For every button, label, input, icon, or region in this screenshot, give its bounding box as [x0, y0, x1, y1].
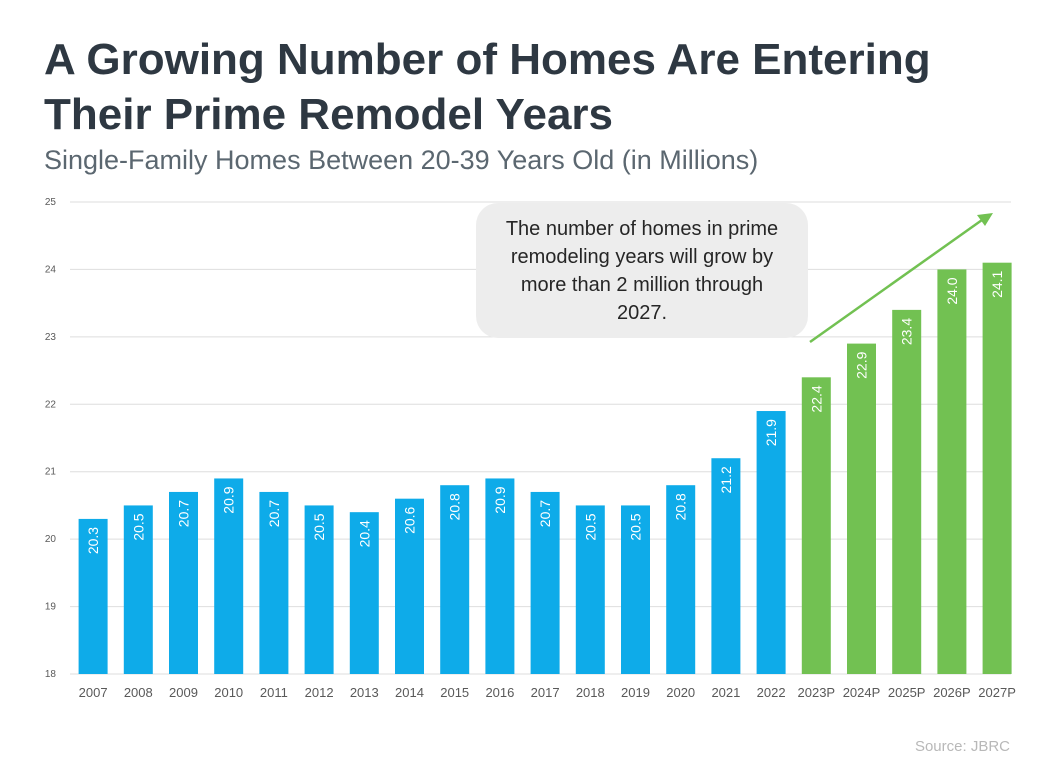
x-tick-label: 2019: [621, 685, 650, 700]
bar: [304, 505, 334, 674]
bar-value-label: 20.5: [130, 513, 146, 540]
y-tick-label: 21: [45, 467, 57, 478]
y-tick-label: 22: [45, 399, 57, 410]
bar-value-label: 20.5: [628, 513, 644, 540]
y-tick-label: 20: [45, 534, 57, 545]
bar-value-label: 24.1: [989, 270, 1005, 297]
bar-value-label: 20.3: [85, 527, 101, 554]
bar-value-label: 22.9: [854, 351, 870, 378]
bar: [78, 518, 108, 674]
x-tick-label: 2008: [124, 685, 153, 700]
bar: [892, 309, 922, 674]
bar: [575, 505, 605, 674]
y-tick-label: 18: [45, 669, 57, 680]
bar: [621, 505, 650, 674]
bar-value-label: 20.7: [537, 500, 553, 527]
bar: [801, 377, 831, 674]
bar: [259, 491, 289, 674]
x-tick-label: 2023P: [798, 685, 836, 700]
bar: [440, 485, 470, 674]
x-tick-label: 2009: [169, 685, 198, 700]
x-tick-label: 2010: [214, 685, 243, 700]
bar-value-label: 20.9: [221, 486, 237, 513]
bar: [485, 478, 515, 674]
bar-value-label: 24.0: [944, 277, 960, 304]
x-tick-label: 2022: [757, 685, 786, 700]
x-tick-label: 2020: [666, 685, 695, 700]
y-tick-label: 23: [45, 332, 57, 343]
bar: [123, 505, 153, 674]
bar-value-label: 20.4: [356, 520, 372, 547]
bar-value-label: 20.7: [266, 500, 282, 527]
bar-value-label: 20.5: [311, 513, 327, 540]
bar-value-label: 20.8: [447, 493, 463, 520]
x-tick-label: 2025P: [888, 685, 926, 700]
x-tick-label: 2017: [531, 685, 560, 700]
bar: [395, 498, 424, 674]
bar: [711, 458, 741, 674]
x-tick-label: 2013: [350, 685, 379, 700]
bar-value-label: 20.5: [582, 513, 598, 540]
bar-value-label: 20.6: [402, 506, 418, 533]
bar: [530, 491, 560, 674]
trend-arrow-head: [977, 213, 993, 226]
bar: [847, 343, 876, 674]
bar-value-label: 23.4: [899, 318, 915, 345]
x-tick-label: 2021: [711, 685, 740, 700]
trend-arrow-line: [809, 218, 983, 344]
callout-box: The number of homes in prime remodeling …: [476, 203, 808, 338]
bar-value-label: 20.8: [673, 493, 689, 520]
bar: [169, 491, 198, 674]
y-tick-label: 24: [45, 264, 57, 275]
bar: [666, 485, 696, 674]
bar-value-label: 22.4: [808, 385, 824, 412]
x-tick-label: 2026P: [933, 685, 971, 700]
source-note: Source: JBRC: [914, 738, 1010, 755]
chart-subtitle: Single-Family Homes Between 20-39 Years …: [44, 145, 759, 175]
x-tick-label: 2012: [305, 685, 334, 700]
y-tick-label: 25: [45, 197, 57, 208]
bar-value-label: 21.9: [763, 419, 779, 446]
bar-value-label: 21.2: [718, 466, 734, 493]
bar: [756, 411, 786, 674]
x-tick-label: 2027P: [978, 685, 1016, 700]
y-tick-label: 19: [45, 602, 57, 613]
x-tick-label: 2011: [260, 685, 288, 700]
bar: [214, 478, 244, 674]
bar-value-label: 20.9: [492, 486, 508, 513]
bar: [349, 512, 379, 674]
x-tick-label: 2024P: [843, 685, 881, 700]
chart-title: A Growing Number of Homes Are Entering T…: [44, 35, 931, 139]
x-tick-label: 2015: [440, 685, 469, 700]
x-tick-label: 2007: [79, 685, 108, 700]
callout-text: The number of homes in prime remodeling …: [505, 217, 779, 324]
bar: [982, 262, 1012, 674]
x-tick-label: 2014: [395, 685, 424, 700]
bar-value-label: 20.7: [176, 500, 192, 527]
x-tick-label: 2018: [576, 685, 605, 700]
bar: [937, 269, 967, 674]
x-tick-label: 2016: [485, 685, 514, 700]
